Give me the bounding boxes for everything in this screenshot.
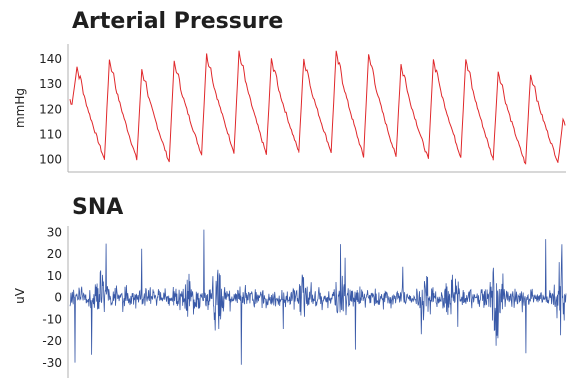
y-tick-labels: -30 -20 -10 0 10 20 30 — [42, 226, 62, 370]
y-tick-label: 140 — [39, 52, 62, 66]
y-tick-label: -20 — [42, 334, 62, 348]
sna-panel: SNA uV -30 -20 -10 0 10 20 30 — [13, 195, 567, 378]
y-tick-label: 0 — [54, 291, 62, 305]
sna-series-line — [69, 229, 567, 365]
y-tick-label: 100 — [39, 152, 62, 166]
pressure-series-line — [69, 50, 566, 165]
y-tick-label: -30 — [42, 356, 62, 370]
arterial-pressure-panel: Arterial Pressure mmHg 100 110 120 130 140 — [13, 9, 566, 173]
chart-title: SNA — [72, 195, 123, 220]
y-tick-label: 10 — [47, 269, 62, 283]
y-tick-label: 130 — [39, 77, 62, 91]
y-tick-label: 30 — [47, 226, 62, 240]
y-tick-label: 110 — [39, 127, 62, 141]
y-axis-label: uV — [13, 287, 27, 304]
y-axis-label: mmHg — [13, 88, 27, 128]
y-tick-labels: 100 110 120 130 140 — [39, 52, 62, 166]
y-tick-label: 120 — [39, 102, 62, 116]
chart-title: Arterial Pressure — [72, 9, 283, 34]
y-tick-label: -10 — [42, 312, 62, 326]
y-tick-label: 20 — [47, 247, 62, 261]
